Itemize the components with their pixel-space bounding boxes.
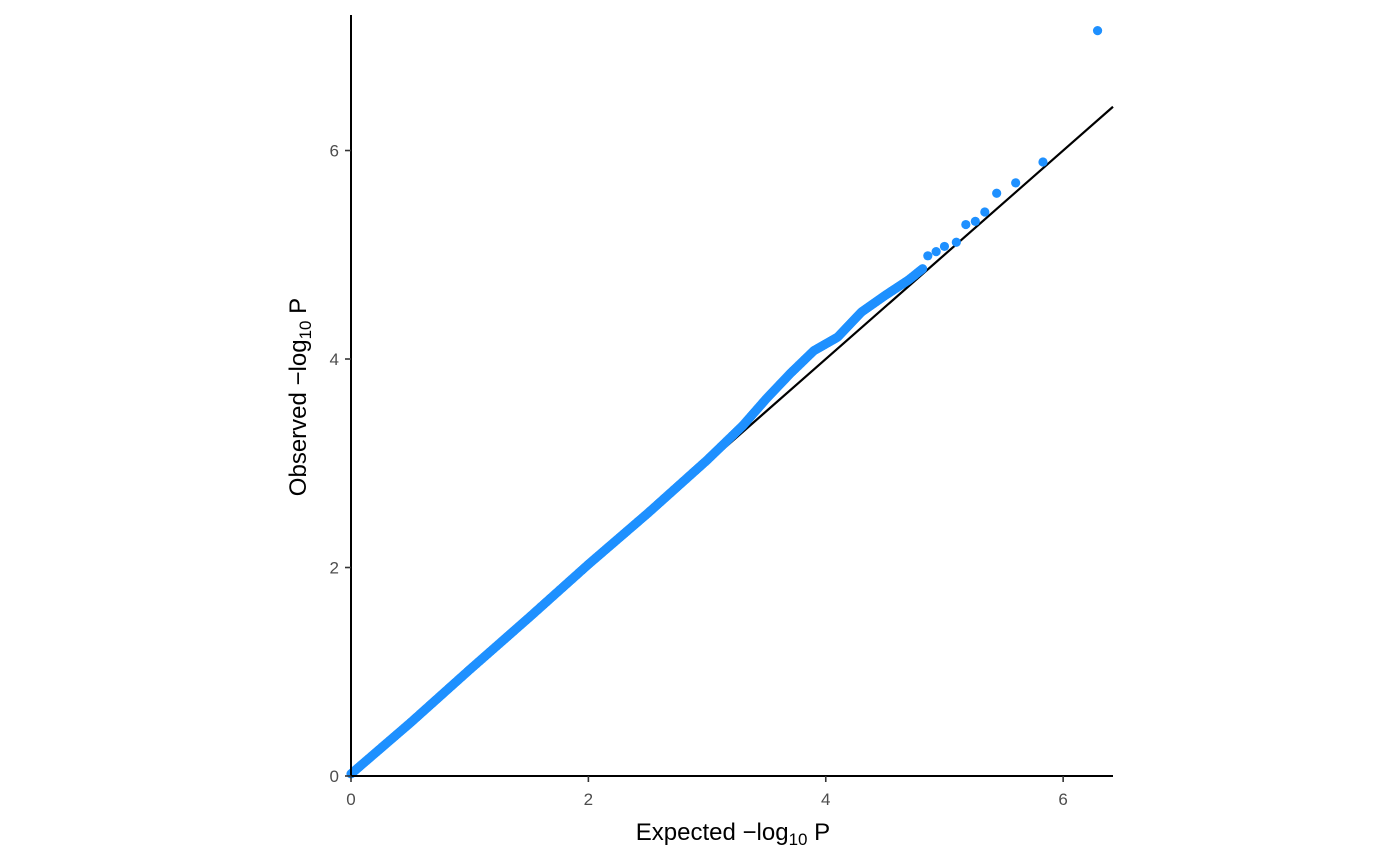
qq-point — [931, 247, 941, 257]
x-axis-title: Expected −log10 P — [636, 819, 830, 849]
qq-point — [1038, 157, 1048, 167]
y-tick-label: 0 — [330, 767, 339, 786]
qq-point — [918, 264, 928, 274]
qq-point — [961, 219, 971, 230]
qq-point — [951, 237, 961, 247]
y-ticks: 0 2 4 6 — [330, 142, 351, 786]
qq-point — [923, 251, 933, 261]
qq-point — [970, 216, 980, 227]
y-tick-label: 6 — [330, 142, 339, 161]
y-tick-label: 2 — [330, 559, 339, 578]
x-tick-label: 6 — [1058, 790, 1067, 809]
y-axis-title: Observed −log10 P — [285, 298, 315, 496]
x-tick-label: 2 — [584, 790, 593, 809]
x-ticks: 0 2 4 6 — [346, 776, 1068, 809]
qq-point — [1011, 178, 1021, 188]
x-tick-label: 0 — [346, 790, 355, 809]
qq-point — [939, 241, 950, 252]
y-tick-label: 4 — [330, 350, 339, 369]
data-points — [346, 26, 1103, 779]
qq-point — [980, 207, 990, 217]
qq-point — [992, 188, 1002, 198]
qq-point — [1092, 26, 1103, 36]
x-tick-label: 4 — [821, 790, 830, 809]
